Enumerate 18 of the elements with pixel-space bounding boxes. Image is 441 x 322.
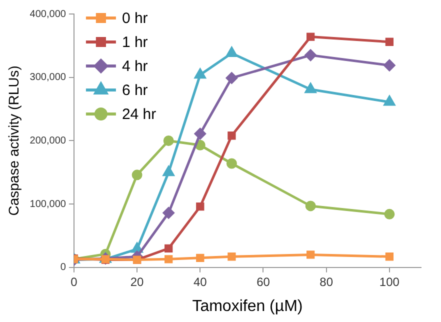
x-tick-label: 20 — [130, 274, 144, 289]
x-tick-label: 80 — [320, 274, 334, 289]
y-axis-title: Caspase activity (RLUs) — [5, 66, 22, 216]
x-tick-label: 40 — [193, 274, 208, 289]
legend-label: 6 hr — [122, 82, 148, 100]
legend-label: 1 hr — [122, 34, 148, 52]
y-tick-label: 400,000 — [30, 8, 66, 20]
x-tick-label: 0 — [70, 274, 78, 289]
x-tick-label: 100 — [379, 274, 400, 289]
x-axis-title: Tamoxifen (µM) — [192, 298, 303, 315]
legend-label: 4 hr — [122, 58, 148, 76]
y-tick-label: 100,000 — [30, 198, 66, 210]
x-tick-label: 60 — [256, 274, 270, 289]
legend-label: 0 hr — [122, 10, 148, 28]
legend-label: 24 hr — [122, 106, 156, 124]
y-tick-label: 200,000 — [30, 135, 66, 146]
y-tick-label: 300,000 — [30, 72, 66, 84]
y-tick-label: 0 — [60, 262, 66, 274]
